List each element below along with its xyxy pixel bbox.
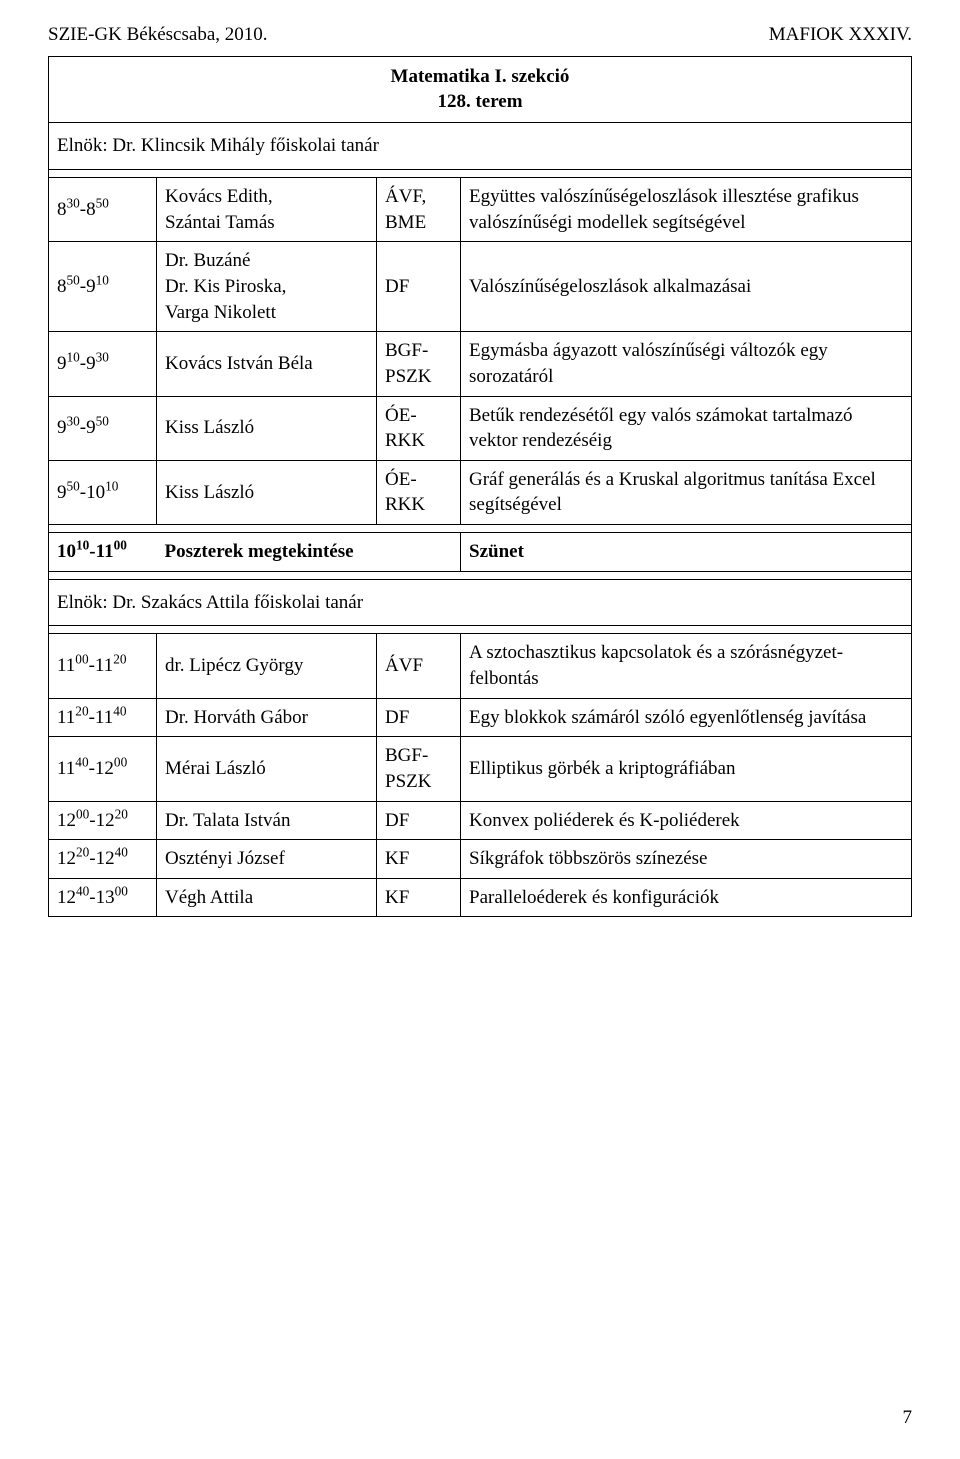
chair-prefix: Elnök:: [57, 592, 112, 613]
institution-cell: ÁVF,BME: [377, 178, 461, 242]
table-row: 1140-1200Mérai LászlóBGF-PSZKElliptikus …: [49, 737, 912, 801]
presenter-cell: Kovács István Béla: [157, 332, 377, 396]
time-cell: 1220-1240: [49, 840, 157, 879]
chair-cell-2: Elnök: Dr. Szakács Attila főiskolai taná…: [49, 579, 912, 626]
topic-cell: A sztochasztikus kapcsolatok és a szórás…: [461, 634, 912, 698]
institution-cell: KF: [377, 878, 461, 917]
spacer: [49, 170, 912, 178]
topic-cell: Paralleloéderek és konfigurációk: [461, 878, 912, 917]
section-title-cell: Matematika I. szekció 128. terem: [49, 57, 912, 123]
presenter-cell: Mérai László: [157, 737, 377, 801]
institution-cell: DF: [377, 242, 461, 332]
topic-cell: Konvex poliéderek és K-poliéderek: [461, 801, 912, 840]
time-cell: 830-850: [49, 178, 157, 242]
institution-cell: ÓE-RKK: [377, 396, 461, 460]
topic-cell: Elliptikus görbék a kriptográfiában: [461, 737, 912, 801]
institution-cell: KF: [377, 840, 461, 879]
table-row: 830-850Kovács Edith,Szántai TamásÁVF,BME…: [49, 178, 912, 242]
table-row: 910-930Kovács István BélaBGF-PSZKEgymásb…: [49, 332, 912, 396]
institution-cell: ÓE-RKK: [377, 460, 461, 524]
presenter-cell: Kovács Edith,Szántai Tamás: [157, 178, 377, 242]
institution-cell: ÁVF: [377, 634, 461, 698]
time-cell: 1120-1140: [49, 698, 157, 737]
table-row: 950-1010Kiss LászlóÓE-RKKGráf generálás …: [49, 460, 912, 524]
table-row: 1200-1220Dr. Talata IstvánDFKonvex polié…: [49, 801, 912, 840]
header-right: MAFIOK XXXIV.: [769, 24, 912, 46]
institution-cell: DF: [377, 698, 461, 737]
topic-cell: Egymásba ágyazott valószínűségi változók…: [461, 332, 912, 396]
time-cell: 1240-1300: [49, 878, 157, 917]
poster-time: 1010-1100: [49, 533, 157, 572]
time-cell: 1140-1200: [49, 737, 157, 801]
institution-cell: BGF-PSZK: [377, 332, 461, 396]
table-row: 850-910Dr. BuzánéDr. Kis Piroska,Varga N…: [49, 242, 912, 332]
time-cell: 910-930: [49, 332, 157, 396]
time-cell: 930-950: [49, 396, 157, 460]
presenter-cell: Dr. Talata István: [157, 801, 377, 840]
spacer: [49, 525, 912, 533]
header-left: SZIE-GK Békéscsaba, 2010.: [48, 24, 268, 46]
time-cell: 1200-1220: [49, 801, 157, 840]
spacer: [49, 626, 912, 634]
topic-cell: Síkgráfok többszörös színezése: [461, 840, 912, 879]
table-row: 1220-1240Osztényi JózsefKFSíkgráfok több…: [49, 840, 912, 879]
title-line-2: 128. terem: [437, 91, 522, 112]
presenter-cell: Végh Attila: [157, 878, 377, 917]
table-row: 930-950Kiss LászlóÓE-RKKBetűk rendezését…: [49, 396, 912, 460]
topic-cell: Együttes valószínűségeloszlások illeszté…: [461, 178, 912, 242]
presenter-cell: Dr. Horváth Gábor: [157, 698, 377, 737]
title-line-1: Matematika I. szekció: [391, 66, 570, 87]
page-number: 7: [903, 1407, 913, 1429]
page-header: SZIE-GK Békéscsaba, 2010. MAFIOK XXXIV.: [48, 24, 912, 46]
presenter-cell: Osztényi József: [157, 840, 377, 879]
time-cell: 850-910: [49, 242, 157, 332]
chair-prefix: Elnök:: [57, 135, 112, 156]
presenter-cell: Dr. BuzánéDr. Kis Piroska,Varga Nikolett: [157, 242, 377, 332]
topic-cell: Betűk rendezésétől egy valós számokat ta…: [461, 396, 912, 460]
institution-cell: DF: [377, 801, 461, 840]
poster-row: 1010-1100 Poszterek megtekintése Szünet: [49, 533, 912, 572]
chair-name: Dr. Klincsik Mihály főiskolai tanár: [112, 135, 378, 156]
poster-right: Szünet: [461, 533, 912, 572]
chair-cell-1: Elnök: Dr. Klincsik Mihály főiskolai tan…: [49, 123, 912, 170]
institution-cell: BGF-PSZK: [377, 737, 461, 801]
table-row: 1120-1140Dr. Horváth GáborDFEgy blokkok …: [49, 698, 912, 737]
topic-cell: Valószínűségeloszlások alkalmazásai: [461, 242, 912, 332]
table-row: 1100-1120dr. Lipécz GyörgyÁVFA sztochasz…: [49, 634, 912, 698]
topic-cell: Egy blokkok számáról szóló egyenlőtlensé…: [461, 698, 912, 737]
time-cell: 950-1010: [49, 460, 157, 524]
schedule-table: Matematika I. szekció 128. terem Elnök: …: [48, 56, 912, 917]
poster-label: Poszterek megtekintése: [157, 533, 461, 572]
presenter-cell: Kiss László: [157, 396, 377, 460]
time-cell: 1100-1120: [49, 634, 157, 698]
presenter-cell: dr. Lipécz György: [157, 634, 377, 698]
table-row: 1240-1300Végh AttilaKFParalleloéderek és…: [49, 878, 912, 917]
presenter-cell: Kiss László: [157, 460, 377, 524]
topic-cell: Gráf generálás és a Kruskal algoritmus t…: [461, 460, 912, 524]
spacer: [49, 571, 912, 579]
chair-name: Dr. Szakács Attila főiskolai tanár: [112, 592, 363, 613]
